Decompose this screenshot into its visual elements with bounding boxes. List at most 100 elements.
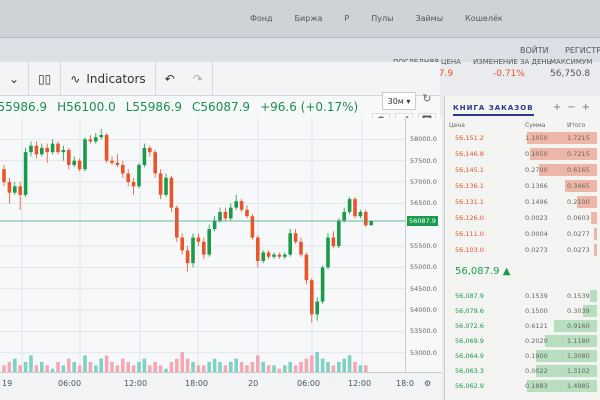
volume-bar (358, 365, 363, 372)
volume-bar (83, 355, 87, 372)
zoom-out-icon[interactable]: − (567, 102, 576, 113)
candle (88, 139, 93, 142)
order-size: 0.2700 (525, 166, 548, 174)
ask-row[interactable]: 56,145.1 0.2700 0.6165 (445, 164, 600, 176)
depth-bar (589, 290, 597, 302)
candle (347, 199, 352, 212)
candle (180, 237, 184, 251)
depth-bar (527, 380, 597, 392)
volume-bar (234, 358, 238, 372)
volume-bar (126, 362, 130, 372)
order-total: 0.3039 (567, 307, 590, 315)
chevron-down-icon[interactable]: ⌄ (0, 61, 30, 96)
candle (353, 199, 357, 217)
topbar-item[interactable]: Кошелёк (465, 14, 503, 23)
candle (7, 182, 12, 193)
candle (293, 233, 298, 242)
volume-bar (18, 365, 22, 372)
ask-row[interactable]: 56,103.0 0.0273 0.0273 (445, 244, 600, 256)
register-link[interactable]: РЕГИСТРАЦИЯ (565, 46, 600, 55)
bid-row[interactable]: 56,079.6 0.1500 0.3039 (445, 305, 600, 317)
order-size: 0.1366 (525, 182, 548, 190)
volume-bar (175, 358, 179, 372)
candle (115, 162, 120, 165)
order-price: 56,062.9 (455, 382, 484, 390)
add-icon[interactable]: + (581, 102, 590, 113)
order-total: 1.1180 (567, 337, 590, 345)
stat-day-change: ИЗМЕНЕНИЕ ЗА ДЕНЬ -0.71% (473, 58, 551, 79)
price-chart[interactable] (0, 118, 405, 372)
login-link[interactable]: ВОЙТИ (520, 46, 549, 55)
order-total: 0.6165 (567, 166, 590, 174)
ask-row[interactable]: 56,146.8 0.1050 0.7215 (445, 148, 600, 160)
bid-row[interactable]: 56,063.3 0.0022 1.3102 (445, 365, 600, 377)
bid-row[interactable]: 56,064.9 0.1900 1.3080 (445, 350, 600, 362)
ohlc-legend: O55986.9 H56100.0 L55986.9 C56087.9 +96.… (0, 96, 440, 118)
volume-bar (45, 365, 49, 372)
legend-low: L55986.9 (125, 100, 183, 114)
volume-bar (72, 362, 76, 372)
volume-bar (121, 358, 125, 372)
ask-row[interactable]: 56,111.0 0.0004 0.0277 (445, 228, 600, 240)
depth-bar (564, 180, 597, 192)
order-price: 56,064.9 (455, 352, 484, 360)
settings-icon[interactable]: ⚙ (424, 379, 432, 388)
bid-row[interactable]: 56,072.6 0.6121 0.9160 (445, 320, 600, 332)
undo-icon[interactable]: ↶ (164, 71, 175, 86)
candle (326, 237, 330, 268)
volume-bar (315, 352, 319, 372)
price-axis[interactable]: 58000.0 57500.0 57000.0 56500.0 55500.0 55000… (405, 118, 442, 372)
topbar-item[interactable]: Пулы (371, 14, 394, 23)
order-price: 56,079.6 (455, 307, 484, 315)
indicators-icon: ∿ (70, 71, 81, 86)
volume-bar (142, 358, 147, 372)
volume-bar (320, 358, 325, 372)
redo-icon[interactable]: ↷ (184, 61, 213, 96)
ask-row[interactable]: 56,151.2 1.1050 1.7215 (445, 132, 600, 144)
topbar-item[interactable]: Биржа (294, 14, 323, 23)
ask-row[interactable]: 56,136.1 0.1366 0.3465 (445, 180, 600, 192)
candle (126, 173, 130, 183)
legend-close: C56087.9 (192, 100, 251, 114)
header-bar: ВОЙТИ РЕГИСТРАЦИЯ (0, 38, 600, 62)
candle (40, 147, 44, 155)
volume-bar (61, 365, 66, 372)
volume-bar (283, 365, 287, 372)
candle (310, 280, 314, 315)
price-label: 56500.0 (410, 199, 437, 208)
volume-bar (288, 362, 292, 372)
order-total: 0.0603 (567, 214, 590, 222)
volume-bar (347, 355, 352, 372)
ask-row[interactable]: 56,131.1 0.1496 0.2100 (445, 196, 600, 208)
reset-icon[interactable]: ↻ (422, 92, 432, 105)
volume-bar (272, 365, 276, 372)
bid-row[interactable]: 56,062.9 0.1883 1.4985 (445, 380, 600, 392)
volume-bar (110, 362, 114, 372)
ask-row[interactable]: 56,126.0 0.0023 0.0603 (445, 212, 600, 224)
candle (29, 145, 33, 153)
order-price: 56,063.3 (455, 367, 484, 375)
candle (61, 150, 66, 153)
candle (153, 152, 157, 174)
order-size: 0.0022 (525, 367, 548, 375)
candles-icon[interactable]: ▯▯ (29, 61, 62, 96)
indicators-button[interactable]: ∿ Indicators (61, 61, 156, 96)
candle (175, 207, 179, 238)
time-label: 18:0 (396, 379, 414, 388)
depth-bar (544, 335, 597, 347)
stat-value: 56,750.8 (550, 69, 591, 79)
order-total: 1.3102 (567, 367, 590, 375)
bid-row[interactable]: 56,087.9 0.1539 0.1539 (445, 290, 600, 302)
topbar-item[interactable]: Займы (415, 14, 444, 23)
volume-bar (310, 355, 314, 372)
topbar-item[interactable]: Фонд (250, 14, 273, 23)
time-label: 20 (248, 379, 259, 388)
volume-bar (245, 365, 249, 372)
col-total: Итого (567, 122, 586, 129)
timeframe-select[interactable]: 30м ▾ (382, 92, 416, 110)
candle (250, 216, 255, 238)
bid-row[interactable]: 56,069.9 0.2020 1.1180 (445, 335, 600, 347)
time-axis[interactable]: 19 06:00 12:00 18:00 20 06:00 12:00 18:0… (0, 372, 442, 400)
topbar-item[interactable]: Р (344, 14, 350, 23)
zoom-in-icon[interactable]: + (552, 102, 562, 113)
